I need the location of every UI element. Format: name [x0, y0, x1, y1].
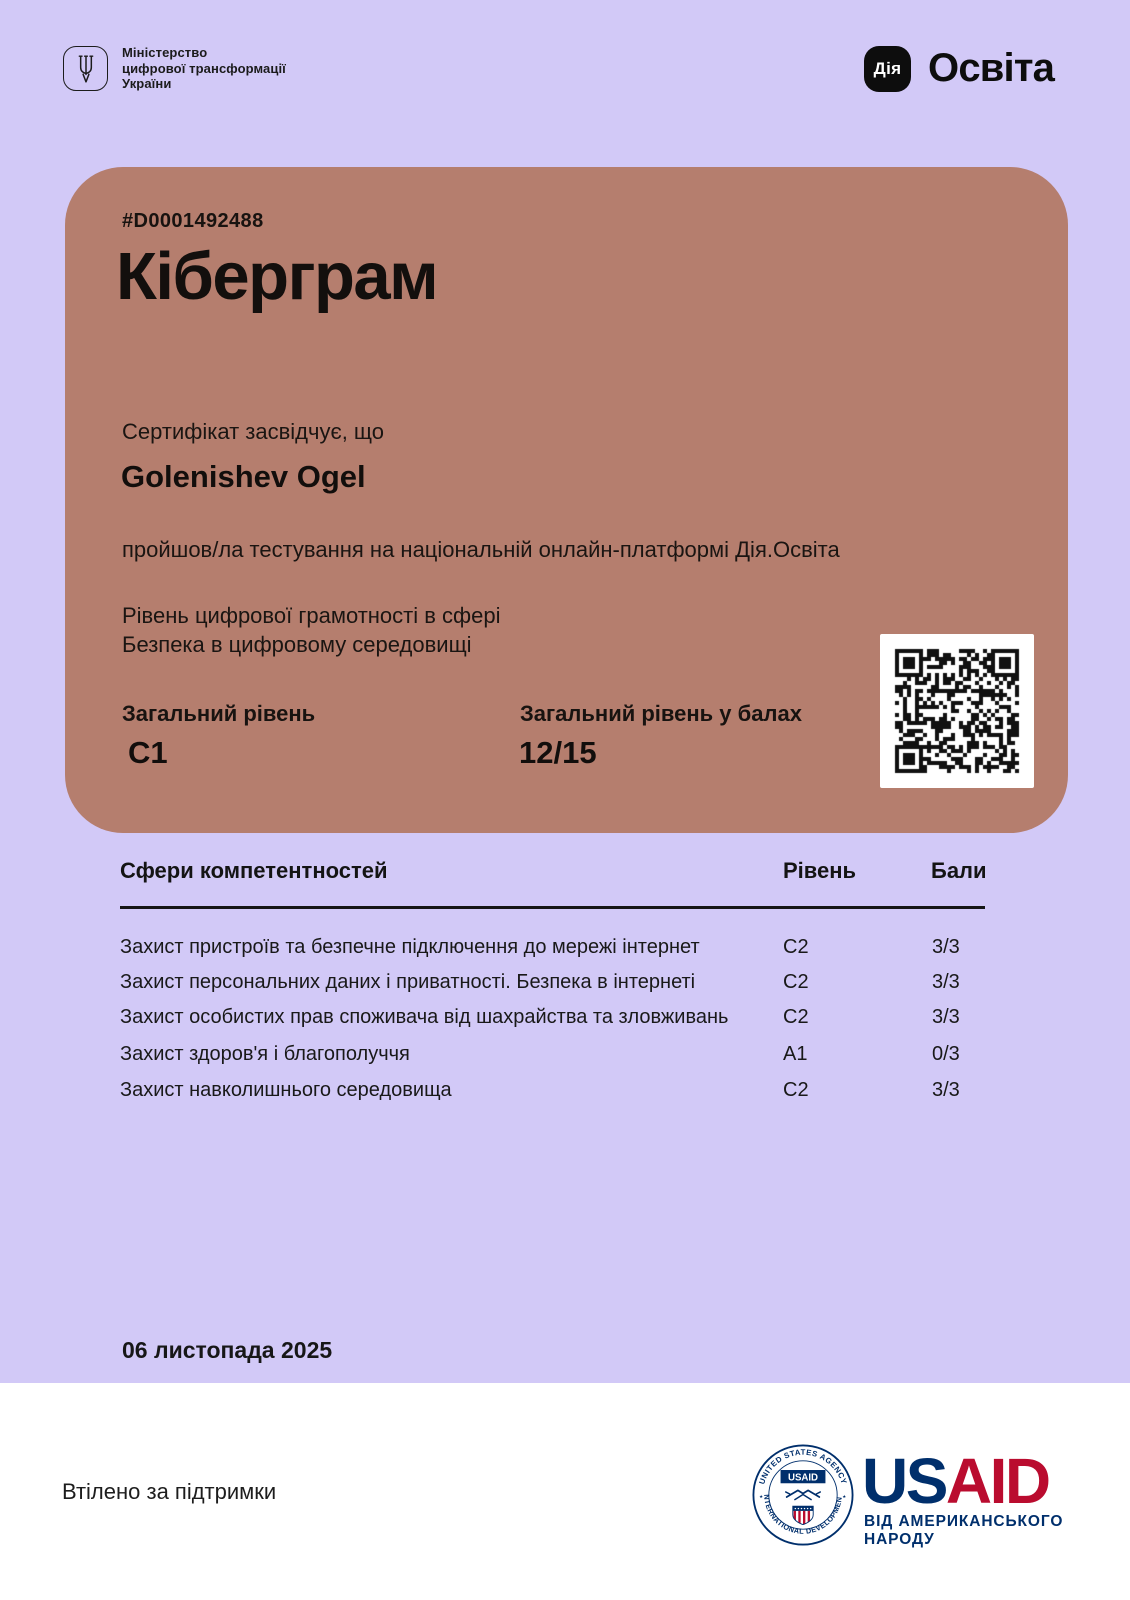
- table-row: Захист навколишнього середовища C2 3/3: [0, 1079, 1130, 1105]
- ministry-logo: [63, 46, 108, 91]
- table-divider: [120, 906, 985, 909]
- competency-score: 3/3: [932, 936, 960, 958]
- overall-level-label: Загальний рівень: [122, 701, 316, 726]
- competency-area: Захист особистих прав споживача від шахр…: [120, 1006, 729, 1028]
- dia-logo: Дія: [864, 46, 911, 92]
- scope-label: Рівень цифрової грамотності в сфері: [122, 603, 501, 628]
- competency-area: Захист здоров'я і благополуччя: [120, 1043, 410, 1065]
- product-name: Освіта: [928, 46, 1055, 90]
- support-text: Втілено за підтримки: [62, 1479, 277, 1504]
- competency-level: C2: [783, 1079, 809, 1101]
- table-header-level: Рівень: [783, 858, 857, 883]
- usaid-tagline: ВІД АМЕРИКАНСЬКОГО НАРОДУ: [864, 1513, 1064, 1548]
- competency-level: C2: [783, 971, 809, 993]
- competency-area: Захист навколишнього середовища: [120, 1079, 452, 1101]
- usaid-seal-banner: USAID: [788, 1472, 818, 1483]
- usaid-wordmark-us: US: [862, 1445, 948, 1517]
- certificate-statement-intro: Сертифікат засвідчує, що: [122, 419, 385, 444]
- dia-logo-text: Дія: [873, 59, 902, 78]
- usaid-wordmark-aid: AID: [945, 1445, 1051, 1517]
- ministry-name-line: цифрової трансформації: [122, 60, 286, 76]
- overall-score-value: 12/15: [519, 735, 597, 770]
- certificate-statement-body: пройшов/ла тестування на національній он…: [122, 537, 840, 562]
- competency-level: C2: [783, 1006, 809, 1028]
- competency-area: Захист персональних даних і приватності.…: [120, 971, 696, 993]
- qr-code: [880, 634, 1034, 788]
- competency-level: A1: [783, 1043, 808, 1065]
- certificate-title: Кіберграм: [116, 239, 439, 314]
- issue-date: 06 листопада 2025: [122, 1337, 333, 1363]
- competency-score: 3/3: [932, 1079, 960, 1101]
- table-row: Захист особистих прав споживача від шахр…: [0, 1006, 1130, 1032]
- usaid-wordmark: USAID: [862, 1449, 1051, 1513]
- table-row: Захист персональних даних і приватності.…: [0, 971, 1130, 997]
- competency-level: C2: [783, 936, 809, 958]
- ministry-name-line: Міністерство: [122, 45, 208, 60]
- seal-star-left: ★: [759, 1494, 764, 1499]
- ministry-name: Міністерство цифрової трансформації Укра…: [122, 45, 286, 92]
- table-header-score: Бали: [931, 858, 987, 883]
- seal-star-right: ★: [842, 1494, 847, 1499]
- ministry-name-line: України: [122, 76, 172, 91]
- recipient-name: Golenishev Ogel: [121, 459, 366, 494]
- scope-value: Безпека в цифровому середовищі: [122, 632, 472, 657]
- shield-icon: [792, 1505, 814, 1526]
- competency-area: Захист пристроїв та безпечне підключення…: [120, 936, 700, 958]
- usaid-seal-icon: UNITED STATES AGENCY INTERNATIONAL DEVEL…: [752, 1444, 854, 1546]
- qr-canvas: [891, 645, 1023, 777]
- table-row: Захист здоров'я і благополуччя A1 0/3: [0, 1043, 1130, 1069]
- tryzub-icon: [78, 54, 93, 83]
- overall-score-label: Загальний рівень у балах: [520, 701, 802, 726]
- competency-score: 3/3: [932, 1006, 960, 1028]
- competency-score: 0/3: [932, 1043, 960, 1065]
- overall-level-value: C1: [128, 735, 168, 770]
- table-header-area: Сфери компетентностей: [120, 858, 388, 883]
- certificate-number: #D0001492488: [122, 210, 264, 232]
- competency-score: 3/3: [932, 971, 960, 993]
- table-row: Захист пристроїв та безпечне підключення…: [0, 936, 1130, 962]
- certificate-scope: Рівень цифрової грамотності в сфері Безп…: [122, 601, 501, 659]
- handshake-icon: [784, 1489, 822, 1501]
